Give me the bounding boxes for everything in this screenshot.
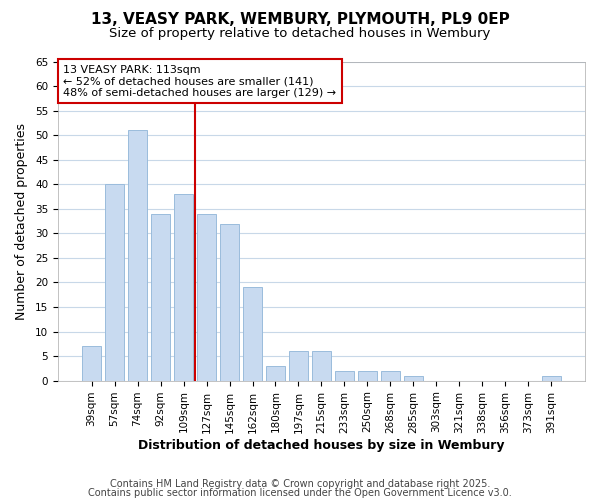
Bar	[197, 214, 217, 380]
Bar	[404, 376, 423, 380]
Bar	[335, 371, 354, 380]
X-axis label: Distribution of detached houses by size in Wembury: Distribution of detached houses by size …	[138, 440, 505, 452]
Y-axis label: Number of detached properties: Number of detached properties	[15, 122, 28, 320]
Text: Contains public sector information licensed under the Open Government Licence v3: Contains public sector information licen…	[88, 488, 512, 498]
Text: 13 VEASY PARK: 113sqm
← 52% of detached houses are smaller (141)
48% of semi-det: 13 VEASY PARK: 113sqm ← 52% of detached …	[63, 64, 337, 98]
Bar	[151, 214, 170, 380]
Bar	[128, 130, 148, 380]
Bar	[311, 351, 331, 380]
Bar	[542, 376, 561, 380]
Bar	[380, 371, 400, 380]
Bar	[82, 346, 101, 380]
Bar	[358, 371, 377, 380]
Bar	[174, 194, 193, 380]
Text: Contains HM Land Registry data © Crown copyright and database right 2025.: Contains HM Land Registry data © Crown c…	[110, 479, 490, 489]
Bar	[289, 351, 308, 380]
Bar	[243, 288, 262, 380]
Bar	[105, 184, 124, 380]
Bar	[266, 366, 285, 380]
Bar	[220, 224, 239, 380]
Text: Size of property relative to detached houses in Wembury: Size of property relative to detached ho…	[109, 28, 491, 40]
Text: 13, VEASY PARK, WEMBURY, PLYMOUTH, PL9 0EP: 13, VEASY PARK, WEMBURY, PLYMOUTH, PL9 0…	[91, 12, 509, 28]
